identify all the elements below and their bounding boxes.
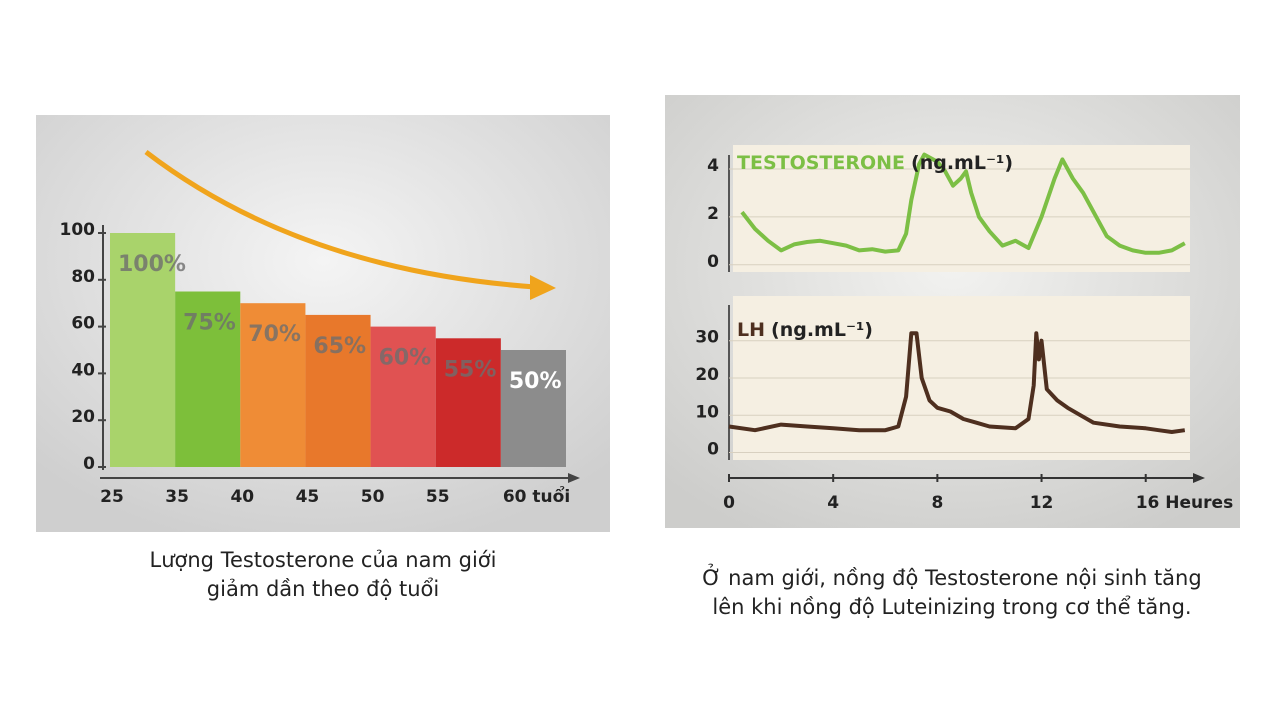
y-tick-label: 0 [83, 454, 95, 474]
chart-title: LH (ng.mL⁻¹) [737, 319, 873, 341]
x-tick-label: 25 [100, 487, 124, 507]
bar [435, 338, 501, 467]
y-tick-label: 2 [707, 204, 719, 224]
x-tick-label: 0 [723, 493, 735, 513]
bar [305, 314, 371, 467]
chart-title-text: LH [737, 319, 765, 341]
value-label: 60% [379, 346, 432, 371]
chart-unit: (ng.mL⁻¹) [911, 152, 1013, 174]
bar [240, 303, 306, 467]
data-line [740, 152, 1186, 255]
bar [175, 291, 241, 467]
y-tick-label: 80 [71, 267, 95, 287]
value-label: 100% [118, 252, 186, 277]
x-tick-label: 50 [361, 487, 385, 507]
y-tick-label: 100 [60, 220, 96, 240]
value-label: 50% [509, 369, 562, 394]
chart-unit: (ng.mL⁻¹) [771, 319, 873, 341]
y-tick-label: 30 [695, 328, 719, 348]
y-tick-label: 10 [695, 402, 719, 422]
bar [370, 326, 436, 467]
caption-line: giảm dần theo độ tuổi [207, 577, 439, 601]
testosterone-panel [733, 145, 1190, 272]
caption-line: Lượng Testosterone của nam giới [150, 548, 497, 572]
x-tick-label: 55 [426, 487, 450, 507]
y-tick-label: 60 [71, 314, 95, 334]
x-tick-label: 4 [827, 493, 839, 513]
x-tick-label: 12 [1030, 493, 1054, 513]
x-tick-label: 16 Heures [1136, 493, 1233, 513]
y-tick-label: 20 [695, 365, 719, 385]
chart-title: TESTOSTERONE (ng.mL⁻¹) [737, 152, 1013, 174]
x-tick-label: 8 [931, 493, 943, 513]
y-tick-label: 40 [71, 360, 95, 380]
y-tick-label: 4 [707, 156, 719, 176]
caption-line: lên khi nồng độ Luteinizing trong cơ thể… [712, 595, 1191, 619]
data-line [728, 331, 1186, 434]
value-label: 75% [183, 311, 236, 336]
x-tick-label: 40 [230, 487, 254, 507]
trend-arrow [144, 150, 536, 290]
bar [500, 350, 566, 467]
y-tick-label: 20 [71, 407, 95, 427]
value-label: 55% [444, 357, 497, 382]
value-label: 65% [313, 334, 366, 359]
x-tick-label: 45 [296, 487, 320, 507]
caption-line: Ở nam giới, nồng độ Testosterone nội sin… [702, 563, 1201, 590]
bar [110, 233, 176, 467]
x-axis-arrow [1193, 473, 1205, 483]
y-tick-label: 0 [707, 252, 719, 272]
x-tick-label: 60 tuổi [503, 485, 570, 507]
trend-arrowhead [530, 275, 556, 300]
x-axis-arrow [568, 473, 580, 483]
x-tick-label: 35 [165, 487, 189, 507]
value-label: 70% [248, 322, 301, 347]
chart-title-text: TESTOSTERONE [737, 152, 905, 174]
y-tick-label: 0 [707, 440, 719, 460]
